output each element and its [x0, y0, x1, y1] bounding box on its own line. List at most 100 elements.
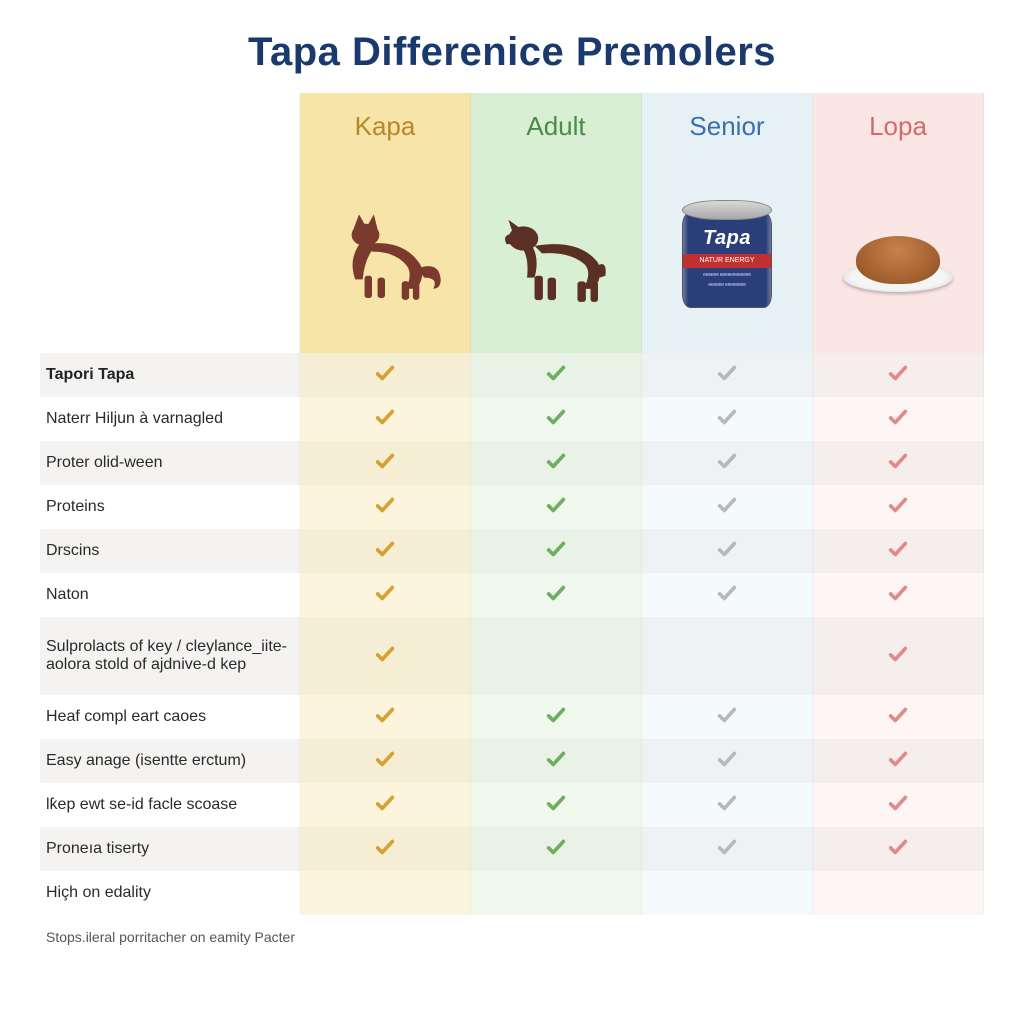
check-icon [545, 582, 567, 609]
check-icon [887, 792, 909, 819]
cell [813, 529, 984, 573]
cell [300, 485, 471, 529]
check-icon [374, 643, 396, 670]
cell [642, 739, 813, 783]
check-icon [887, 582, 909, 609]
cell [300, 871, 471, 915]
cell [813, 485, 984, 529]
cell [300, 617, 471, 695]
cell [813, 397, 984, 441]
cell [642, 397, 813, 441]
check-icon [887, 494, 909, 521]
cat-icon [300, 164, 470, 353]
column-label: Lopa [869, 111, 927, 142]
cell [642, 617, 813, 695]
check-icon [545, 792, 567, 819]
cell [642, 783, 813, 827]
check-icon [716, 538, 738, 565]
cell [642, 871, 813, 915]
check-icon [374, 748, 396, 775]
column-label: Adult [526, 111, 585, 142]
check-icon [716, 406, 738, 433]
cell [471, 739, 642, 783]
page-title: Tapa Differenice Premolers [40, 30, 984, 75]
check-icon [887, 406, 909, 433]
cell [471, 617, 642, 695]
cell [813, 353, 984, 397]
column-header: Kapa [300, 93, 471, 353]
check-icon [545, 362, 567, 389]
check-icon [716, 582, 738, 609]
check-icon [545, 704, 567, 731]
cell [471, 827, 642, 871]
column-label: Kapa [355, 111, 416, 142]
cell [300, 739, 471, 783]
cell [813, 739, 984, 783]
check-icon [887, 538, 909, 565]
check-icon [716, 836, 738, 863]
dog-icon [471, 164, 641, 353]
check-icon [887, 704, 909, 731]
cell [471, 397, 642, 441]
cell [300, 353, 471, 397]
cell [642, 827, 813, 871]
cell [471, 573, 642, 617]
check-icon [545, 450, 567, 477]
check-icon [374, 704, 396, 731]
check-icon [716, 362, 738, 389]
check-icon [374, 836, 396, 863]
row-label: Proneıa tiserty [40, 827, 300, 871]
cell [813, 695, 984, 739]
check-icon [545, 494, 567, 521]
cell [642, 353, 813, 397]
check-icon [887, 643, 909, 670]
cell [300, 397, 471, 441]
kibble-icon [843, 224, 953, 294]
row-label: Naterr Hiljun à varnagled [40, 397, 300, 441]
check-icon [374, 494, 396, 521]
cell [813, 871, 984, 915]
cell [300, 783, 471, 827]
row-label: Hiçh on edality [40, 871, 300, 915]
check-icon [887, 362, 909, 389]
check-icon [545, 748, 567, 775]
kibble-icon [813, 164, 983, 353]
cell [813, 573, 984, 617]
row-label: Tapori Tapa [40, 353, 300, 397]
cell [300, 573, 471, 617]
cell [642, 485, 813, 529]
row-label: Naton [40, 573, 300, 617]
check-icon [545, 538, 567, 565]
row-label: Heaf compl eart caoes [40, 695, 300, 739]
cell [813, 783, 984, 827]
row-label: Proter olid-ween [40, 441, 300, 485]
check-icon [716, 704, 738, 731]
check-icon [374, 362, 396, 389]
row-label: Proteins [40, 485, 300, 529]
cell [471, 871, 642, 915]
cell [300, 441, 471, 485]
cell [813, 827, 984, 871]
cell [813, 617, 984, 695]
check-icon [374, 582, 396, 609]
comparison-table: Kapa Adult Senior Tapa [40, 93, 984, 915]
cell [300, 827, 471, 871]
column-header: Adult [471, 93, 642, 353]
cell [642, 573, 813, 617]
can-icon: Tapa NATUR ENERGY eeeeee eeeeeeeeeeee ee… [642, 164, 812, 353]
cell [642, 441, 813, 485]
cell [471, 441, 642, 485]
can-icon: Tapa NATUR ENERGY eeeeee eeeeeeeeeeee ee… [682, 204, 772, 314]
column-header: Lopa [813, 93, 984, 353]
check-icon [887, 748, 909, 775]
check-icon [716, 748, 738, 775]
check-icon [545, 836, 567, 863]
cell [471, 695, 642, 739]
cell [300, 529, 471, 573]
check-icon [716, 792, 738, 819]
cell [642, 529, 813, 573]
footnote: Stops.ileral porritacher on eamity Pacte… [40, 929, 984, 945]
cell [300, 695, 471, 739]
cell [471, 529, 642, 573]
check-icon [374, 406, 396, 433]
